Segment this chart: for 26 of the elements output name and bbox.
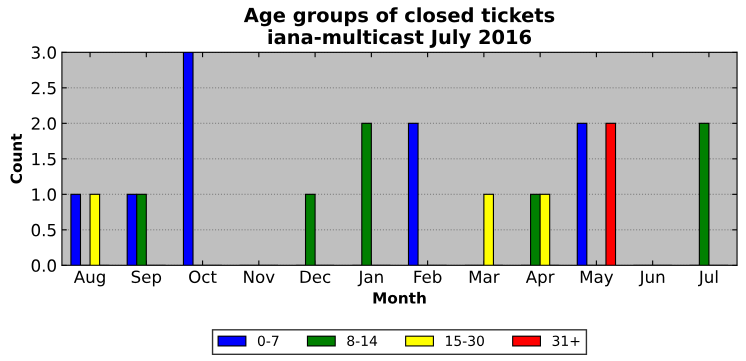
- y-tick-label: 0.0: [32, 259, 56, 272]
- y-axis-title: Count: [10, 134, 22, 184]
- x-tick-label: Jul: [698, 270, 718, 286]
- x-tick-label: Oct: [189, 270, 217, 284]
- y-tick-label: 3.0: [32, 46, 56, 59]
- y-tick-label: 2.5: [32, 82, 56, 94]
- x-tick-label: Aug: [74, 270, 105, 286]
- y-tick-label: 2.0: [32, 117, 56, 130]
- x-tick-label: Jan: [358, 270, 383, 286]
- x-tick-label: Jun: [638, 270, 664, 286]
- legend-label: 0-7: [258, 336, 278, 346]
- legend-label: 8-14: [347, 336, 378, 346]
- x-tick-label: Feb: [414, 270, 442, 284]
- legend-label: 15-30: [446, 336, 484, 346]
- y-tick-label: 1.0: [32, 188, 56, 201]
- x-axis-title: Month: [374, 292, 426, 304]
- x-tick-label: Dec: [300, 270, 330, 284]
- x-tick-label: Mar: [470, 270, 500, 284]
- x-tick-label: Sep: [132, 270, 162, 286]
- x-tick-label: May: [580, 270, 614, 286]
- x-tick-label: Apr: [526, 270, 555, 286]
- chart-title: Age groups of closed tickets iana-multicast July 2016: [244, 7, 554, 48]
- y-tick-label: 0.5: [32, 224, 56, 236]
- x-tick-label: Nov: [244, 270, 275, 284]
- legend-label: 31+: [552, 336, 580, 346]
- y-tick-label: 1.5: [32, 153, 56, 166]
